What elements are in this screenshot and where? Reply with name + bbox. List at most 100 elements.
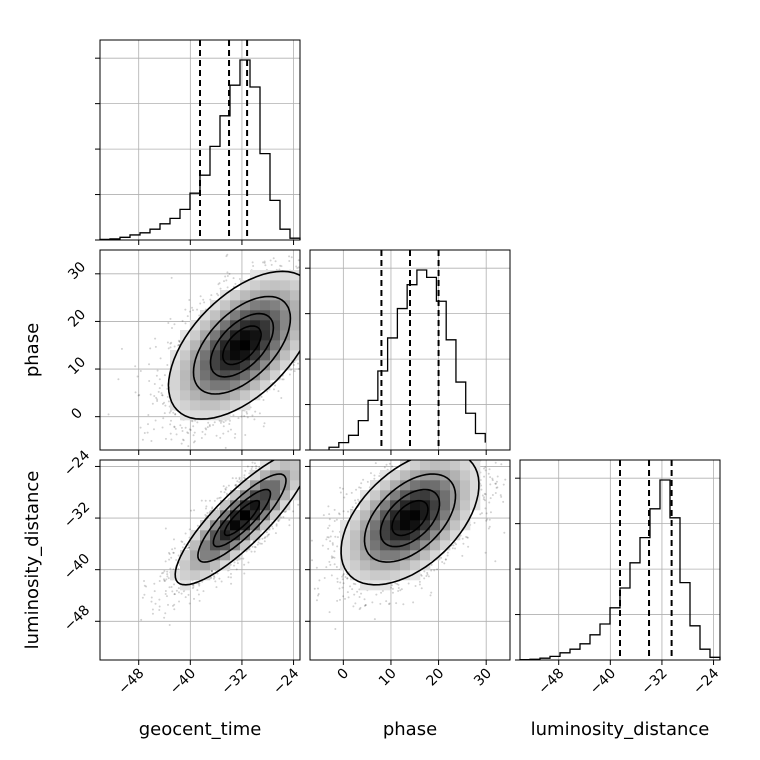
scatter-point: [431, 444, 433, 446]
scatter-point: [272, 527, 275, 530]
density-cell: [270, 270, 281, 281]
scatter-point: [318, 476, 320, 478]
scatter-point: [397, 583, 400, 586]
scatter-point: [454, 455, 456, 457]
density-cell: [410, 510, 421, 521]
scatter-point: [188, 298, 191, 301]
density-cell: [190, 370, 201, 381]
scatter-point: [324, 451, 326, 453]
scatter-point: [304, 287, 306, 289]
scatter-point: [168, 411, 171, 414]
scatter-point: [261, 537, 264, 540]
scatter-point: [303, 460, 305, 462]
scatter-point: [414, 584, 417, 587]
density-cell: [170, 380, 181, 391]
scatter-point: [277, 390, 280, 393]
scatter-point: [304, 300, 306, 302]
scatter-point: [436, 456, 438, 458]
scatter-point: [302, 309, 304, 311]
scatter-point: [228, 422, 231, 425]
scatter-phase_vs_geocent_time: 0 10 20 30: [65, 249, 306, 456]
density-cell: [220, 560, 231, 571]
scatter-point: [234, 484, 237, 487]
panel-border: [309, 459, 511, 661]
scatter-point: [164, 612, 167, 615]
x-tick-label: 10: [376, 666, 400, 690]
scatter-point: [163, 579, 166, 582]
scatter-point: [211, 507, 214, 510]
scatter-point: [350, 491, 353, 494]
scatter-point: [251, 465, 254, 468]
density-cell: [230, 350, 241, 361]
scatter-point: [317, 430, 319, 432]
scatter-point: [169, 342, 172, 345]
density-cell: [210, 300, 221, 311]
density-cell: [260, 360, 271, 371]
scatter-point: [238, 277, 241, 280]
scatter-point: [303, 305, 305, 307]
density-cell: [280, 280, 291, 291]
scatter-point: [302, 300, 304, 302]
scatter-point: [259, 530, 262, 533]
scatter-point: [145, 585, 148, 588]
scatter-point: [235, 477, 238, 480]
density-cell: [420, 490, 431, 501]
scatter-point: [483, 492, 486, 495]
scatter-point: [333, 556, 336, 559]
scatter-point: [325, 566, 328, 569]
scatter-point: [503, 531, 506, 534]
scatter-point: [284, 511, 287, 514]
scatter-point: [120, 347, 123, 350]
scatter-point: [499, 494, 502, 497]
density-cell: [200, 570, 211, 581]
scatter-point: [479, 513, 482, 516]
scatter-point: [317, 433, 319, 435]
scatter-point: [123, 454, 125, 456]
scatter-point: [325, 538, 328, 541]
scatter-point: [335, 518, 338, 521]
density-cell: [450, 480, 461, 491]
scatter-point: [303, 319, 305, 321]
scatter-point: [217, 294, 220, 297]
scatter-point: [445, 437, 447, 439]
density-cell: [220, 320, 231, 331]
scatter-point: [341, 487, 344, 490]
density-cell: [260, 350, 271, 361]
scatter-point: [246, 416, 249, 419]
scatter-point: [302, 461, 304, 463]
scatter-point: [317, 457, 319, 459]
scatter-point: [390, 586, 393, 589]
density-cell: [220, 400, 231, 411]
scatter-point: [177, 554, 180, 557]
scatter-point: [375, 593, 378, 596]
scatter-point: [303, 361, 305, 363]
scatter-point: [223, 491, 226, 494]
scatter-point: [141, 452, 143, 454]
scatter-point: [167, 400, 170, 403]
scatter-point: [175, 589, 178, 592]
scatter-point: [226, 253, 229, 256]
scatter-point: [488, 450, 490, 452]
scatter-point: [228, 272, 231, 275]
scatter-point: [446, 452, 448, 454]
density-cell: [230, 320, 241, 331]
scatter-point: [344, 597, 347, 600]
density-cell: [430, 470, 441, 481]
scatter-point: [306, 446, 308, 448]
scatter-point: [168, 553, 171, 556]
scatter-point: [134, 391, 137, 394]
density-cell: [200, 330, 211, 341]
scatter-point: [433, 454, 435, 456]
scatter-point: [466, 536, 469, 539]
scatter-point: [282, 515, 285, 518]
density-cell: [240, 490, 251, 501]
scatter-point: [433, 569, 436, 572]
density-cell: [350, 510, 361, 521]
scatter-point: [288, 373, 291, 376]
density-cell: [230, 290, 241, 301]
density-cell: [420, 480, 431, 491]
scatter-point: [275, 524, 278, 527]
scatter-point: [175, 559, 178, 562]
scatter-point: [274, 384, 277, 387]
scatter-point: [429, 452, 431, 454]
